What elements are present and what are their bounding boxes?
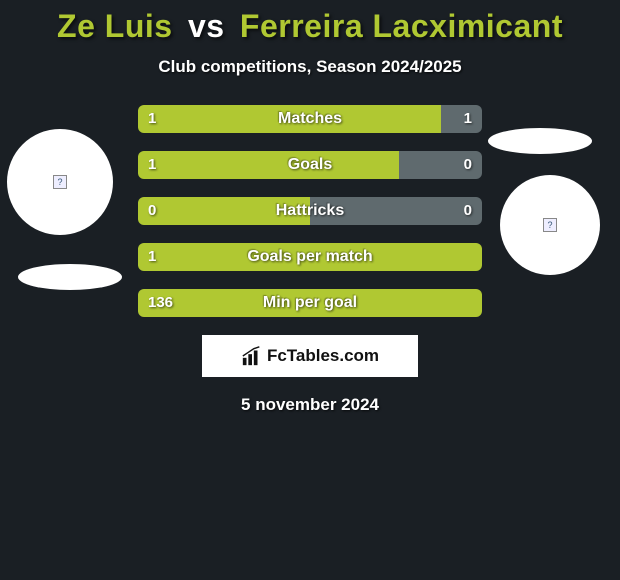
avatar-placeholder-icon: ? (53, 175, 67, 189)
stat-label: Hattricks (138, 197, 482, 225)
logo-box: FcTables.com (202, 335, 418, 377)
date-text: 5 november 2024 (0, 395, 620, 415)
stat-label: Matches (138, 105, 482, 133)
title-vs: vs (188, 8, 225, 44)
bar-chart-icon (241, 345, 263, 367)
stat-row: 1Goals per match (138, 243, 482, 271)
subtitle: Club competitions, Season 2024/2025 (0, 57, 620, 77)
logo-text: FcTables.com (267, 346, 379, 366)
avatar-player1: ? (7, 129, 113, 235)
page-title: Ze Luis vs Ferreira Lacximicant (0, 0, 620, 45)
title-player2: Ferreira Lacximicant (240, 8, 563, 44)
stat-label: Goals (138, 151, 482, 179)
comparison-bars: 11Matches 10Goals 00Hattricks 1Goals per ma… (138, 105, 482, 317)
stat-row: 11Matches (138, 105, 482, 133)
avatar-shadow-right (488, 128, 592, 154)
stat-row: 10Goals (138, 151, 482, 179)
stat-row: 136Min per goal (138, 289, 482, 317)
content-area: ? ? 11Matches 10Goals 00Hattricks 1Goals pe… (0, 105, 620, 415)
stat-label: Min per goal (138, 289, 482, 317)
stat-label: Goals per match (138, 243, 482, 271)
avatar-shadow-left (18, 264, 122, 290)
avatar-placeholder-icon: ? (543, 218, 557, 232)
avatar-player2: ? (500, 175, 600, 275)
stat-row: 00Hattricks (138, 197, 482, 225)
logo: FcTables.com (241, 345, 379, 367)
title-player1: Ze Luis (57, 8, 173, 44)
